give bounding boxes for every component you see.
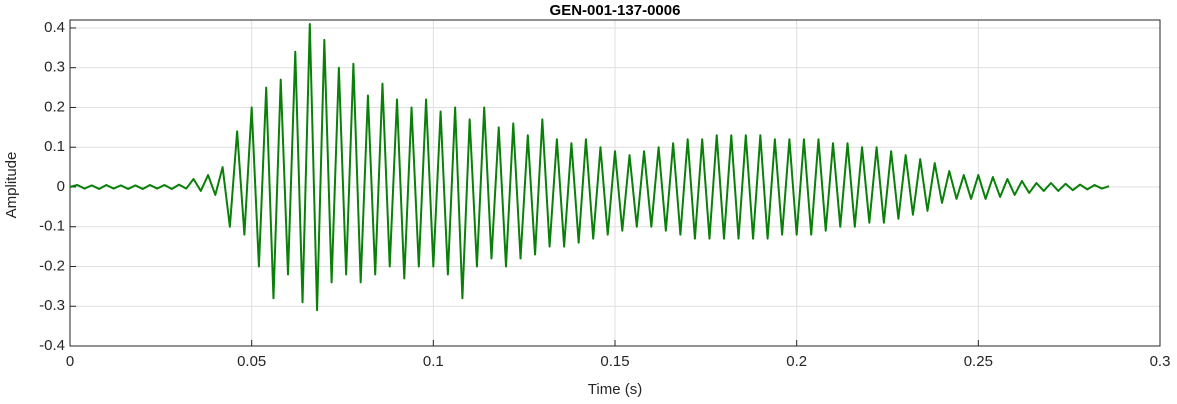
y-tick-label: -0.2 <box>39 257 65 274</box>
x-tick-label: 0.1 <box>423 353 444 370</box>
x-axis-label: Time (s) <box>588 381 642 398</box>
y-tick-label: -0.3 <box>39 297 65 314</box>
chart-title: GEN-001-137-0006 <box>550 2 681 19</box>
series-line <box>69 22 1110 312</box>
x-tick-label: 0 <box>66 353 74 370</box>
y-tick-label: -0.4 <box>39 337 65 354</box>
y-tick-label: -0.1 <box>39 218 65 235</box>
y-tick-label: 0.2 <box>44 98 65 115</box>
x-tick-label: 0.05 <box>237 353 266 370</box>
x-tick-label: 0.2 <box>786 353 807 370</box>
x-tick-label: 0.25 <box>964 353 993 370</box>
plot-frame <box>69 19 1161 347</box>
y-tick-label: 0.3 <box>44 59 65 76</box>
y-tick-label: 0.1 <box>44 138 65 155</box>
y-tick-label: 0 <box>57 178 65 195</box>
y-axis-label: Amplitude <box>3 152 20 219</box>
x-tick-label: 0.15 <box>600 353 629 370</box>
y-tick-label: 0.4 <box>44 19 65 36</box>
x-tick-label: 0.3 <box>1150 353 1171 370</box>
